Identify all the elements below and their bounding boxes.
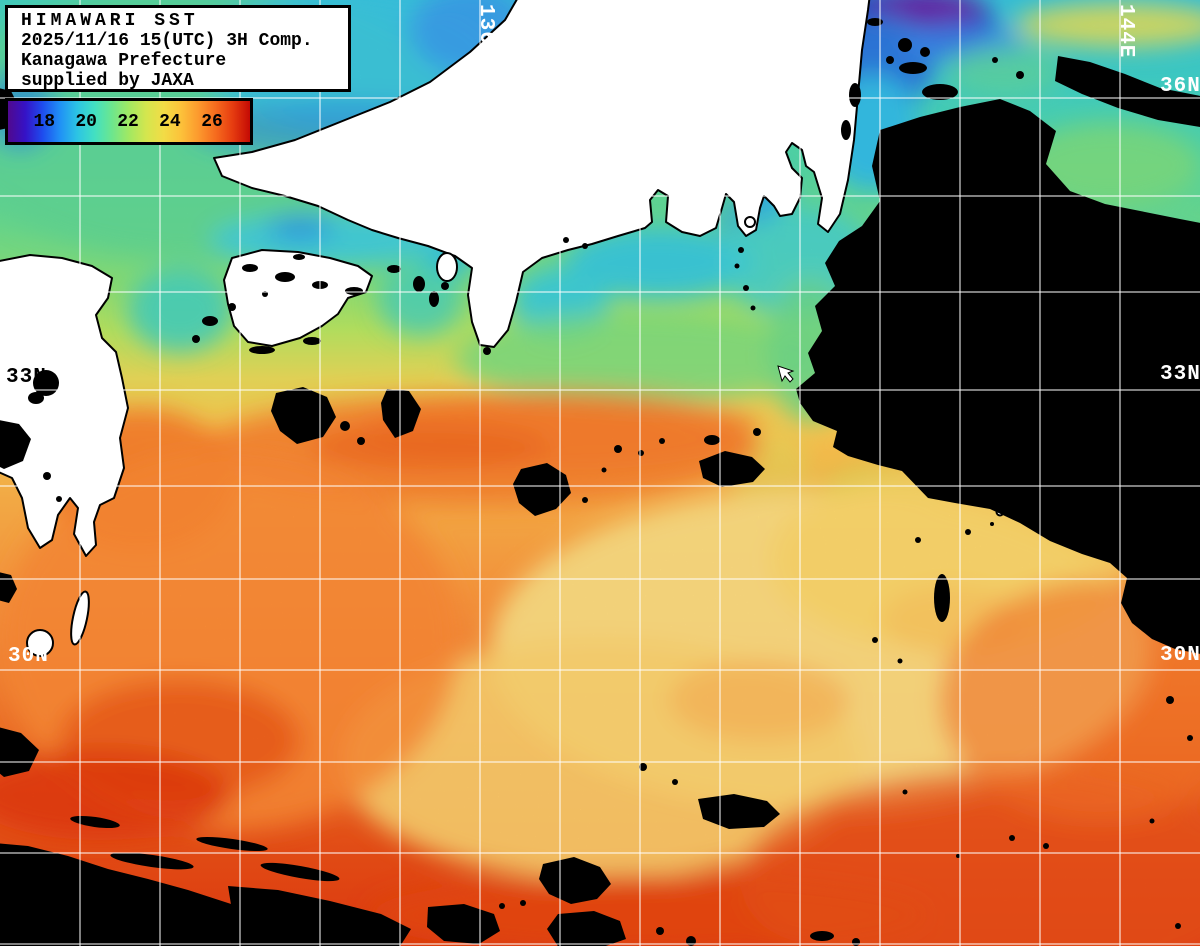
cloud-inland-sea-islets — [192, 237, 588, 355]
lon-label-144e: 144E — [1114, 4, 1137, 59]
colorbar-legend: 18 20 22 24 26 — [5, 98, 253, 145]
cloud-bottom-left — [0, 727, 860, 946]
lat-label-36n-right: 36N — [1160, 75, 1200, 98]
colorbar-tick-18: 18 — [33, 111, 56, 132]
land-awaji-island — [436, 252, 458, 282]
cloud-layer — [0, 18, 1200, 946]
colorbar-tick-24: 24 — [159, 111, 181, 132]
lat-label-30n-left: 30N — [8, 645, 49, 668]
colorbar-tick-26: 26 — [201, 111, 223, 132]
land-oshima-island — [744, 216, 756, 228]
colorbar-tick-20: 20 — [75, 111, 97, 132]
title-line-1: HIMAWARI SST — [21, 11, 199, 31]
title-line-2: 2025/11/16 15(UTC) 3H Comp. — [21, 31, 313, 51]
title-line-4: supplied by JAXA — [21, 71, 194, 91]
title-line-3: Kanagawa Prefecture — [21, 51, 227, 71]
land-layer — [0, 0, 1005, 657]
lat-label-30n-right: 30N — [1160, 644, 1200, 667]
title-box: HIMAWARI SST 2025/11/16 15(UTC) 3H Comp.… — [5, 5, 351, 92]
land-kyushu — [0, 254, 129, 557]
lat-label-33n-right: 33N — [1160, 363, 1200, 386]
mouse-cursor-icon — [777, 365, 795, 383]
cloud-ne-corner — [1055, 56, 1200, 127]
lon-label-136e: 136E — [474, 4, 497, 59]
colorbar-gradient — [8, 101, 250, 142]
cloud-east-mass — [796, 99, 1200, 654]
colorbar-tick-22: 22 — [117, 111, 139, 132]
land-yakushima-island — [26, 629, 54, 657]
lat-label-33n-left: 33N — [6, 366, 47, 389]
cloud-specks — [639, 637, 1193, 929]
land-shikoku — [223, 249, 373, 347]
